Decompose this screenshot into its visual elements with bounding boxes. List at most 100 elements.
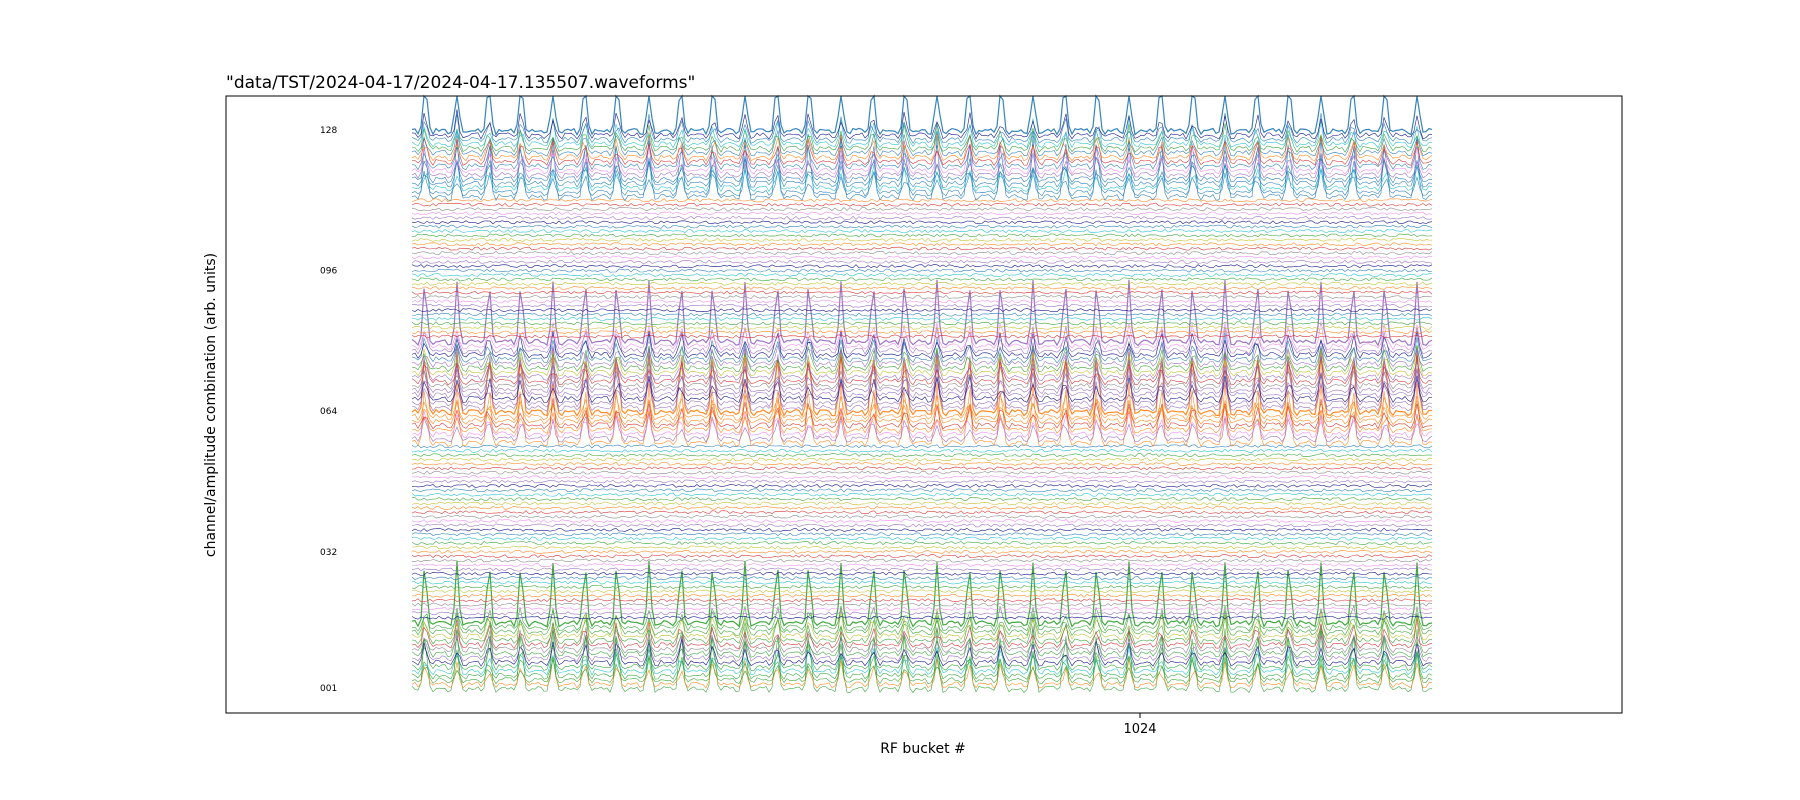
waveform-trace bbox=[411, 576, 1433, 581]
waveform-trace bbox=[411, 413, 1433, 443]
waveform-trace bbox=[411, 470, 1433, 475]
waveform-trace bbox=[411, 554, 1433, 559]
waveform-trace bbox=[411, 638, 1433, 667]
waveform-trace bbox=[411, 237, 1433, 242]
waveform-trace bbox=[411, 649, 1433, 680]
waveform-trace bbox=[411, 373, 1433, 404]
waveform-trace bbox=[411, 558, 1433, 563]
waveform-trace bbox=[411, 345, 1433, 377]
waveform-trace bbox=[411, 453, 1432, 458]
waveform-trace bbox=[412, 646, 1433, 676]
waveform-trace bbox=[411, 321, 1433, 326]
waveform-trace bbox=[411, 157, 1433, 188]
waveform-trace bbox=[411, 483, 1432, 488]
waveform-trace bbox=[411, 308, 1433, 313]
waveform-trace bbox=[411, 345, 1433, 412]
waveform-trace bbox=[411, 215, 1433, 220]
waveform-trace bbox=[411, 246, 1433, 251]
channel-label: 001 bbox=[320, 684, 337, 694]
waveform-trace bbox=[411, 259, 1433, 264]
channel-labels: 001 032 064 096 128 bbox=[320, 126, 337, 694]
waveform-trace bbox=[411, 618, 1433, 650]
waveform-trace bbox=[411, 536, 1433, 541]
waveform-trace bbox=[411, 326, 1433, 355]
waveform-trace bbox=[411, 444, 1433, 449]
waveform-trace bbox=[411, 510, 1433, 515]
waveform-trace bbox=[411, 229, 1433, 234]
waveform-trace bbox=[411, 398, 1433, 430]
waveform-trace bbox=[411, 540, 1433, 546]
x-axis-label: RF bucket # bbox=[880, 741, 966, 757]
waveform-trace bbox=[411, 466, 1433, 471]
waveform-trace bbox=[411, 505, 1433, 510]
waveform-trace bbox=[411, 144, 1433, 175]
waveform-trace bbox=[411, 532, 1433, 537]
waveform-trace bbox=[411, 334, 1433, 339]
waveform-trace bbox=[411, 325, 1433, 330]
waveform-trace bbox=[411, 279, 1433, 347]
waveform-trace bbox=[411, 286, 1433, 291]
waveform-trace bbox=[411, 608, 1433, 641]
waveform-trace bbox=[411, 207, 1433, 212]
waveform-trace bbox=[411, 202, 1433, 207]
waveform-trace bbox=[411, 408, 1433, 439]
waveform-trace bbox=[411, 627, 1433, 658]
waveform-trace bbox=[411, 211, 1433, 216]
waveform-trace bbox=[411, 312, 1433, 317]
waveform-trace bbox=[411, 653, 1433, 685]
waveform-trace bbox=[411, 589, 1433, 594]
waveform-trace bbox=[411, 364, 1433, 395]
waveform-trace bbox=[411, 523, 1433, 528]
waveform-trace bbox=[411, 330, 1433, 360]
waveform-trace bbox=[411, 153, 1433, 184]
waveform-trace bbox=[411, 255, 1433, 260]
x-axis-ticks: 1024 bbox=[1123, 713, 1157, 737]
waveform-trace bbox=[411, 349, 1432, 418]
waveform-trace bbox=[411, 567, 1432, 572]
channel-label: 128 bbox=[320, 126, 337, 136]
waveform-trace bbox=[411, 527, 1433, 532]
waveform-trace bbox=[411, 268, 1433, 273]
channel-label: 096 bbox=[320, 267, 337, 277]
waveform-trace bbox=[411, 393, 1433, 421]
y-axis-label: channel/amplitude combination (arb. unit… bbox=[203, 253, 219, 557]
waveform-trace bbox=[411, 366, 1433, 399]
waveform-trace bbox=[411, 113, 1433, 144]
waveform-trace bbox=[411, 116, 1433, 149]
waveform-trace bbox=[411, 281, 1433, 286]
waveform-trace bbox=[411, 162, 1433, 193]
waveform-trace bbox=[411, 342, 1433, 369]
waveform-trace bbox=[411, 355, 1433, 386]
waveform-trace bbox=[411, 611, 1433, 616]
waveform-trace bbox=[411, 612, 1433, 645]
waveform-trace bbox=[411, 264, 1433, 269]
waveform-trace bbox=[411, 224, 1433, 229]
chart-title: "data/TST/2024-04-17/2024-04-17.135507.w… bbox=[226, 73, 695, 93]
waveform-trace bbox=[412, 358, 1433, 390]
waveform-trace bbox=[411, 299, 1433, 304]
waveform-trace bbox=[411, 341, 1433, 373]
waveform-trace bbox=[411, 634, 1433, 663]
waveform-trace bbox=[411, 623, 1433, 654]
waveform-trace bbox=[411, 497, 1433, 502]
waveform-trace bbox=[411, 330, 1433, 335]
waveform-trace bbox=[411, 166, 1433, 197]
waveform-trace bbox=[411, 132, 1433, 162]
waveform-trace bbox=[411, 519, 1433, 523]
waveform-trace bbox=[411, 404, 1433, 434]
waveform-trace bbox=[411, 94, 1433, 136]
waveform-trace bbox=[411, 479, 1433, 484]
waveform-trace bbox=[411, 475, 1433, 480]
waveform-trace bbox=[411, 604, 1433, 632]
channel-label: 064 bbox=[320, 407, 337, 417]
plot-frame bbox=[225, 95, 1623, 714]
waveform-trace bbox=[411, 273, 1433, 277]
waveform-trace bbox=[411, 563, 1433, 567]
waveform-trace bbox=[411, 501, 1433, 506]
waveform-traces bbox=[411, 94, 1433, 694]
waveform-trace bbox=[411, 251, 1433, 255]
waveform-trace bbox=[411, 461, 1433, 466]
waveform-trace bbox=[411, 377, 1433, 408]
